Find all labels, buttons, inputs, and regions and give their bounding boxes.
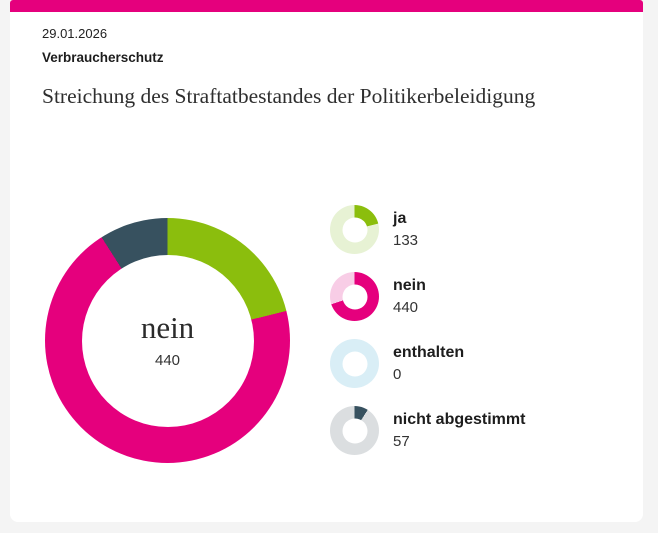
donut-chart: nein 440 (45, 218, 290, 463)
legend-label: nein (393, 277, 426, 294)
legend-value: 0 (393, 366, 402, 383)
legend-item-nein: nein 440 (330, 272, 620, 321)
legend-text: enthalten 0 (393, 342, 464, 385)
legend-donut-icon-hole (342, 217, 367, 242)
donut-center-value: 440 (154, 352, 181, 369)
legend-label: ja (393, 210, 407, 227)
vote-category: Verbraucherschutz (42, 50, 164, 65)
legend-donut-icon (330, 272, 379, 321)
legend-label: nicht abgestimmt (393, 411, 526, 428)
legend-donut-icon-hole (342, 284, 367, 309)
legend-item-nicht-abgestimmt: nicht abgestimmt 57 (330, 406, 620, 455)
legend-value: 57 (393, 433, 410, 450)
accent-bar (10, 0, 643, 12)
legend-donut-icon (330, 205, 379, 254)
vote-title: Streichung des Straftatbestandes der Pol… (42, 84, 536, 108)
legend-text: ja 133 (393, 208, 418, 251)
chart-legend: ja 133 nein 440 enthalten 0 nicht abgestimmt 57 (330, 205, 620, 473)
legend-label: enthalten (393, 344, 465, 361)
legend-text: nicht abgestimmt 57 (393, 409, 525, 452)
legend-item-ja: ja 133 (330, 205, 620, 254)
legend-text: nein 440 (393, 275, 426, 318)
vote-result-card: 29.01.2026 Verbraucherschutz Streichung … (10, 0, 643, 522)
donut-chart-hole: nein 440 (81, 254, 254, 427)
legend-donut-icon (330, 406, 379, 455)
legend-value: 133 (393, 232, 419, 249)
legend-value: 440 (393, 299, 419, 316)
donut-center-label: nein (140, 310, 195, 345)
card-header: 29.01.2026 Verbraucherschutz Streichung … (10, 12, 643, 110)
vote-date: 29.01.2026 (42, 26, 108, 41)
legend-donut-icon (330, 339, 379, 388)
legend-donut-icon-hole (342, 418, 367, 443)
legend-donut-icon-hole (342, 351, 367, 376)
legend-item-enthalten: enthalten 0 (330, 339, 620, 388)
